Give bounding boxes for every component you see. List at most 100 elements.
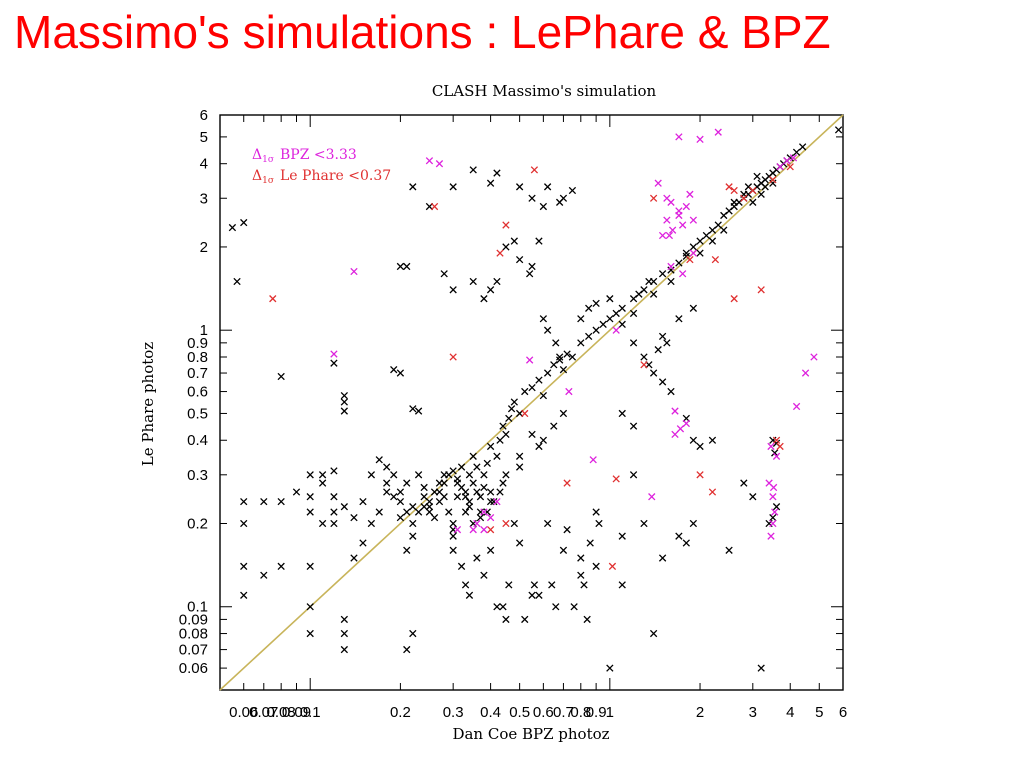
data-point [521,387,529,396]
data-point [502,471,510,479]
data-point [810,353,818,361]
data-point [486,526,495,534]
data-point [555,356,564,364]
data-point [612,309,620,318]
x-tick-label: 4 [786,704,794,721]
data-point [521,409,529,418]
data-point [505,414,513,423]
data-point [476,508,485,516]
data-point [449,532,457,540]
data-point [640,519,648,528]
data-point [476,513,485,522]
data-point [568,353,577,361]
data-point [629,471,638,479]
data-point [340,615,349,624]
data-point [577,339,585,347]
data-point [769,179,777,187]
legend-delta: Δ [252,147,262,163]
data-point [640,361,648,369]
data-point [648,493,656,501]
data-point [496,488,504,496]
data-point [535,442,543,451]
data-point [359,497,367,506]
data-point [396,488,405,496]
data-point [480,295,488,303]
data-point [510,398,518,406]
data-point [440,471,448,479]
data-point [414,407,423,415]
data-point [658,554,667,562]
data-point [528,591,536,599]
data-point [480,571,488,579]
data-point [629,339,638,347]
data-point [696,249,704,257]
data-point [535,591,543,599]
data-point [461,581,470,589]
data-point [469,526,477,534]
data-point [702,231,711,240]
data-point [682,249,690,257]
legend-subscript: 1σ [262,155,274,165]
data-point [654,346,662,354]
data-point [486,179,495,187]
data-point [465,503,474,511]
data-point [725,183,733,191]
data-point [667,387,675,396]
data-point [568,186,577,195]
data-point [783,157,791,165]
data-point [618,320,626,328]
x-tick-label: 0.4 [480,704,501,721]
data-point [453,475,462,483]
data-point [486,442,495,451]
data-point [769,176,777,184]
data-point [559,409,568,418]
x-axis-label: Dan Coe BPZ photoz [452,725,609,743]
data-point [521,615,529,624]
data-point [530,581,539,589]
data-point [449,183,457,191]
data-point [686,255,694,264]
data-point [515,539,524,547]
data-point [801,369,810,377]
data-point [769,483,778,492]
y-axis-label: Le Phare photoz [139,342,157,466]
data-point [649,629,658,638]
data-points [228,126,843,672]
data-point [689,436,698,444]
data-point [668,226,677,234]
data-point [502,243,510,251]
x-tick-label: 0.07 [249,704,278,721]
data-point [403,546,411,554]
data-point [340,629,349,638]
data-point [240,497,248,506]
data-point [599,320,607,328]
data-point [535,237,543,245]
data-point [618,304,626,312]
data-point [696,237,704,245]
data-point [409,629,417,638]
data-point [740,194,748,202]
data-point [260,571,268,579]
data-point [306,493,314,501]
x-tick-label: 0.6 [533,704,554,721]
data-point [667,198,675,206]
data-point [515,255,524,264]
data-point [502,615,510,624]
data-point [473,463,481,471]
data-point [340,503,349,511]
data-point [552,339,560,347]
data-point [486,513,495,522]
y-tick-label: 5 [200,129,208,146]
data-point [671,430,679,439]
data-point [449,519,457,528]
data-point [640,286,648,294]
data-point [586,539,594,547]
data-point [548,581,556,589]
x-tick-label: 3 [749,704,757,721]
x-tick-labels: 0.060.070.080.090.1 0.2 0.3 0.4 0.5 0.6 0.70.8… [229,704,847,721]
data-point [559,546,568,554]
data-point [649,194,658,202]
data-point [725,546,733,554]
data-point [383,463,391,471]
